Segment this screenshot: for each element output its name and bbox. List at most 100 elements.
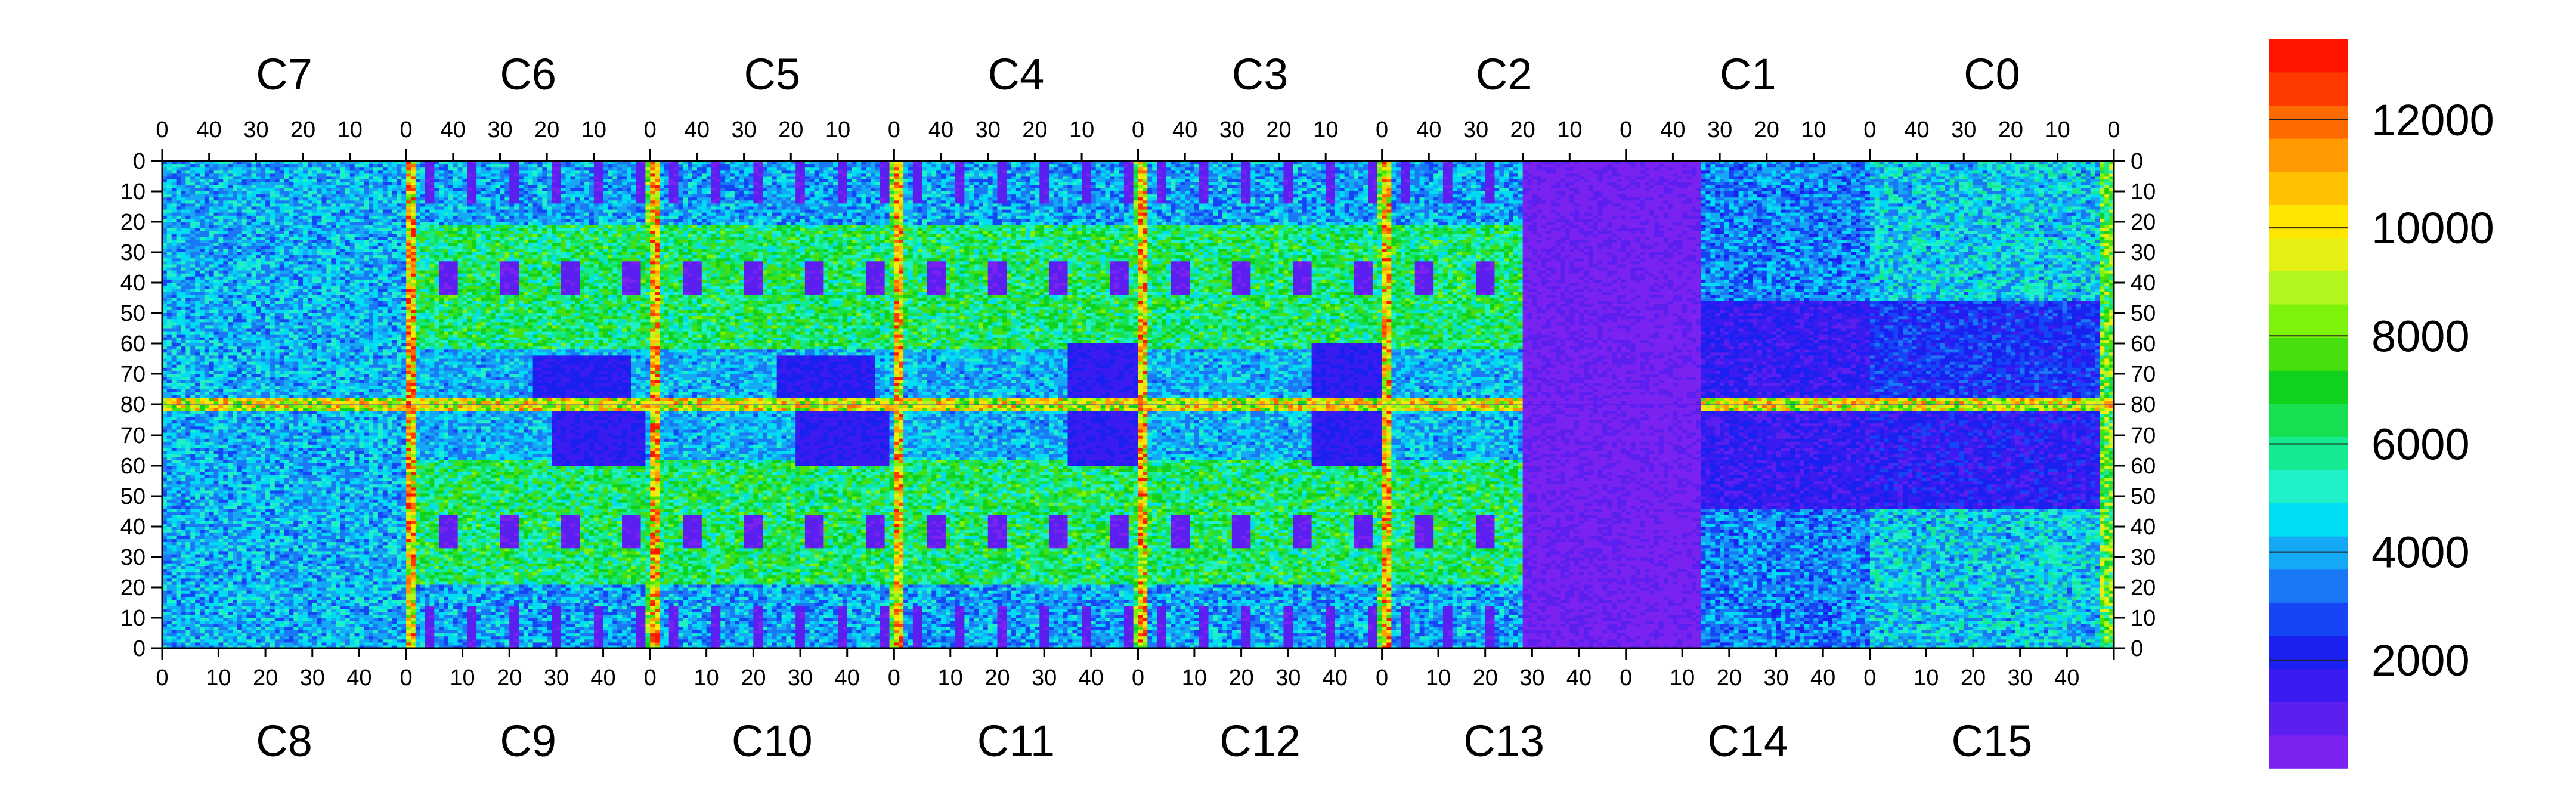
bottom-x-tick: 30: [1763, 665, 1788, 691]
chip-label-top: C6: [500, 49, 556, 99]
top-x-tick: 20: [778, 117, 803, 143]
top-x-tick: 0: [1132, 117, 1144, 143]
top-x-tick: 30: [1463, 117, 1488, 143]
chip-label-bottom: C9: [500, 716, 556, 766]
colorbar-swatch: [2269, 636, 2348, 669]
colorbar-swatch: [2269, 138, 2348, 172]
colorbar-swatch: [2269, 404, 2348, 437]
top-x-tick: 20: [1998, 117, 2023, 143]
colorbar-swatch: [2269, 205, 2348, 238]
chip-cells-C12: [1138, 405, 1383, 649]
bottom-x-tick: 0: [1132, 665, 1144, 691]
left-y-tick: 0: [133, 149, 145, 174]
right-y-tick: 50: [2131, 301, 2156, 326]
bottom-x-tick: 20: [1717, 665, 1742, 691]
chip-label-bottom: C10: [732, 716, 813, 766]
top-x-tick: 10: [581, 117, 606, 143]
colorbar-swatch: [2269, 503, 2348, 536]
top-x-tick: 30: [243, 117, 268, 143]
colorbar-swatch: [2269, 171, 2348, 205]
bottom-x-tick: 10: [1670, 665, 1695, 691]
bottom-x-tick: 20: [1473, 665, 1498, 691]
colorbar-tick-label: 12000: [2371, 95, 2494, 145]
colorbar-swatch: [2269, 436, 2348, 470]
bottom-x-tick: 0: [1620, 665, 1632, 691]
colorbar-tick-label: 10000: [2371, 203, 2494, 253]
chip-label-top: C2: [1476, 49, 1532, 99]
chip-cells-C4: [894, 161, 1138, 405]
bottom-x-tick: 40: [2054, 665, 2079, 691]
chip-cells-C5: [650, 161, 894, 405]
chip-cells-C7: [162, 161, 407, 405]
bottom-x-tick: 40: [590, 665, 615, 691]
bottom-x-tick: 0: [1376, 665, 1388, 691]
bottom-x-tick: 20: [497, 665, 522, 691]
bottom-x-tick: 0: [1863, 665, 1876, 691]
top-x-tick: 20: [1510, 117, 1535, 143]
colorbar-swatch: [2269, 470, 2348, 503]
bottom-x-tick: 40: [1079, 665, 1104, 691]
left-y-tick: 50: [120, 301, 145, 326]
colorbar-swatch: [2269, 668, 2348, 702]
right-y-tick: 0: [2131, 636, 2143, 661]
bottom-x-tick: 20: [741, 665, 766, 691]
top-x-tick: 0: [400, 117, 413, 143]
bottom-x-tick: 20: [1228, 665, 1253, 691]
chip-label-top: C4: [988, 49, 1045, 99]
top-x-tick: 10: [1313, 117, 1338, 143]
left-y-tick: 70: [120, 423, 145, 448]
top-x-tick: 0: [156, 117, 168, 143]
bottom-x-tick: 30: [1275, 665, 1301, 691]
chip-label-top: C7: [256, 49, 312, 99]
chip-label-top: C1: [1720, 49, 1776, 99]
left-y-tick: 60: [120, 332, 145, 357]
left-y-tick: 40: [120, 271, 145, 296]
chip-label-bottom: C11: [977, 716, 1055, 766]
colorbar-swatch: [2269, 569, 2348, 602]
right-y-tick: 30: [2131, 545, 2156, 570]
bottom-x-tick: 10: [1914, 665, 1939, 691]
bottom-x-tick: 30: [1032, 665, 1057, 691]
left-y-tick: 30: [120, 545, 145, 570]
top-x-tick: 0: [1620, 117, 1632, 143]
left-y-tick: 30: [120, 240, 145, 265]
top-x-tick: 0: [644, 117, 657, 143]
top-x-tick: 40: [441, 117, 466, 143]
left-y-tick: 20: [120, 210, 145, 235]
right-y-tick: 70: [2131, 362, 2156, 387]
top-x-tick: 40: [1172, 117, 1197, 143]
top-x-tick: 20: [534, 117, 559, 143]
chip-label-top: C5: [744, 49, 801, 99]
left-y-tick: 0: [133, 636, 145, 661]
chip-cells-C2: [1382, 161, 1627, 405]
colorbar-swatch: [2269, 271, 2348, 304]
top-x-tick: 20: [1266, 117, 1291, 143]
left-y-tick: 70: [120, 362, 145, 387]
top-x-tick: 10: [338, 117, 363, 143]
top-x-tick: 40: [928, 117, 953, 143]
colorbar-tick-label: 2000: [2371, 636, 2470, 685]
top-x-tick: 30: [1219, 117, 1244, 143]
bottom-x-tick: 10: [450, 665, 475, 691]
right-y-tick: 10: [2131, 179, 2156, 205]
right-y-tick: 50: [2131, 484, 2156, 509]
colorbar-swatch: [2269, 39, 2348, 72]
chip-label-bottom: C15: [1952, 716, 2033, 766]
chip-label-bottom: C8: [256, 716, 312, 766]
chip-label-bottom: C13: [1463, 716, 1544, 766]
right-y-tick: 40: [2131, 271, 2156, 296]
left-y-tick: 10: [120, 606, 145, 631]
bottom-x-tick: 30: [1519, 665, 1544, 691]
bottom-x-tick: 40: [1566, 665, 1592, 691]
top-x-tick: 10: [825, 117, 850, 143]
top-x-tick: 0: [1376, 117, 1388, 143]
bottom-x-tick: 0: [400, 665, 413, 691]
right-y-tick: 10: [2131, 606, 2156, 631]
chip-label-top: C3: [1232, 49, 1289, 99]
left-y-tick: 40: [120, 515, 145, 540]
top-x-tick: 40: [685, 117, 710, 143]
chip-cells-C14: [1626, 405, 1871, 649]
bottom-x-tick: 0: [644, 665, 657, 691]
